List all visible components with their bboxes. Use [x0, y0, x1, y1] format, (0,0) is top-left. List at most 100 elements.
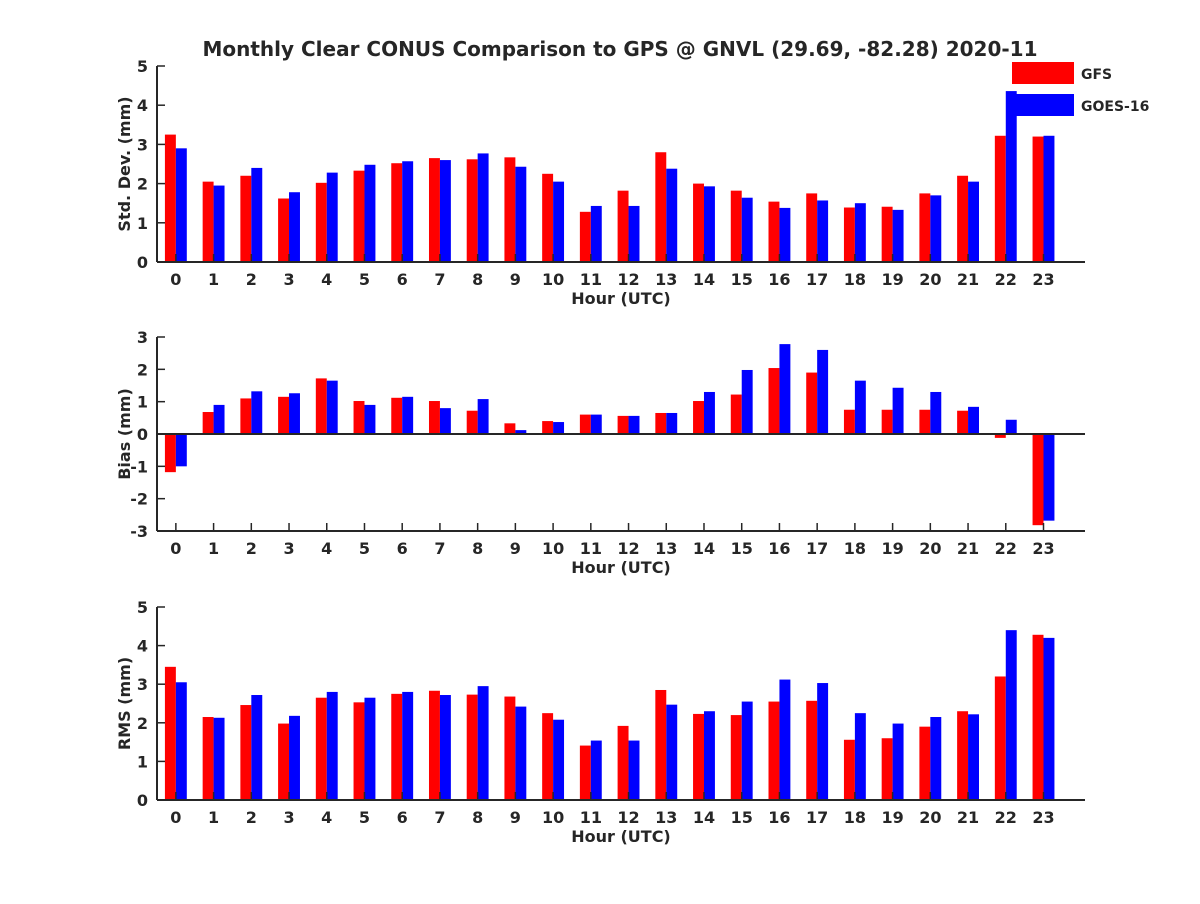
bar-rms-gfs-16	[768, 701, 780, 800]
x-tick-label: 22	[995, 808, 1017, 827]
bar-bias-gfs-5	[353, 401, 365, 434]
x-tick-label: 16	[768, 808, 790, 827]
bar-std-dev-gfs-3	[278, 198, 290, 262]
bar-std-dev-goes16-20	[930, 195, 942, 262]
y-tick-label: 1	[137, 214, 148, 233]
bar-rms-gfs-6	[391, 693, 403, 800]
bar-bias-goes16-4	[326, 380, 338, 434]
chart-title: Monthly Clear CONUS Comparison to GPS @ …	[202, 37, 1037, 61]
bar-bias-goes16-22	[1005, 419, 1017, 434]
bar-rms-goes16-20	[930, 717, 942, 800]
y-tick-label: 0	[137, 791, 148, 810]
bar-std-dev-gfs-17	[806, 193, 818, 262]
x-tick-label: 22	[995, 539, 1017, 558]
bar-std-dev-goes16-4	[326, 172, 338, 262]
bar-bias-gfs-18	[843, 409, 855, 434]
bar-std-dev-goes16-2	[251, 167, 263, 262]
y-axis-label: Std. Dev. (mm)	[115, 96, 134, 231]
x-tick-label: 3	[283, 808, 294, 827]
bar-rms-gfs-8	[466, 694, 478, 800]
x-tick-label: 21	[957, 270, 979, 289]
bar-bias-goes16-9	[515, 430, 527, 434]
legend-swatch-goes16	[1012, 94, 1074, 116]
x-tick-label: 16	[768, 539, 790, 558]
bar-rms-gfs-4	[315, 697, 327, 800]
bar-bias-goes16-16	[779, 344, 791, 434]
bar-std-dev-goes16-0	[175, 148, 187, 262]
bar-bias-gfs-1	[202, 412, 214, 434]
bar-rms-goes16-0	[175, 682, 187, 800]
bar-rms-gfs-14	[693, 713, 704, 800]
bar-std-dev-goes16-21	[968, 181, 979, 262]
bar-bias-goes16-11	[590, 414, 602, 434]
x-tick-label: 18	[844, 539, 866, 558]
x-tick-label: 0	[170, 270, 181, 289]
bar-bias-goes16-10	[553, 422, 565, 434]
bar-rms-goes16-23	[1043, 637, 1055, 800]
bar-bias-goes16-6	[402, 396, 414, 434]
bar-rms-goes16-2	[251, 695, 263, 800]
x-tick-label: 12	[617, 270, 639, 289]
bar-bias-goes16-17	[817, 349, 829, 434]
bar-bias-goes16-21	[968, 406, 979, 434]
bar-std-dev-gfs-16	[768, 201, 780, 262]
bar-std-dev-goes16-14	[703, 186, 715, 262]
x-tick-label: 7	[434, 808, 445, 827]
bar-rms-goes16-11	[590, 740, 602, 800]
chart-legend: GFS GOES-16	[1012, 62, 1149, 116]
x-tick-label: 15	[731, 539, 753, 558]
x-tick-label: 15	[731, 270, 753, 289]
bar-bias-goes16-15	[741, 369, 753, 434]
y-tick-label: 1	[137, 393, 148, 412]
bar-std-dev-gfs-12	[617, 190, 629, 262]
bar-bias-goes16-19	[892, 387, 904, 434]
bar-rms-gfs-19	[881, 738, 893, 800]
x-tick-label: 2	[246, 539, 257, 558]
bar-rms-gfs-5	[353, 702, 365, 800]
bar-bias-gfs-6	[391, 397, 403, 434]
x-tick-label: 7	[434, 270, 445, 289]
bar-bias-gfs-10	[542, 421, 554, 434]
bar-bias-gfs-20	[919, 409, 931, 434]
bar-bias-gfs-2	[240, 398, 252, 434]
bar-std-dev-gfs-8	[466, 159, 478, 262]
bar-rms-gfs-18	[843, 739, 855, 800]
x-tick-label: 17	[806, 808, 828, 827]
x-tick-label: 0	[170, 808, 181, 827]
bar-bias-gfs-23	[1032, 434, 1044, 526]
bar-std-dev-gfs-19	[881, 206, 893, 262]
bar-std-dev-gfs-20	[919, 193, 931, 262]
x-tick-label: 19	[881, 808, 903, 827]
x-tick-label: 23	[1032, 539, 1054, 558]
x-tick-label: 8	[472, 539, 483, 558]
bar-bias-goes16-5	[364, 404, 376, 434]
bar-bias-gfs-17	[806, 372, 818, 434]
bar-std-dev-goes16-16	[779, 207, 791, 262]
x-tick-label: 14	[693, 270, 715, 289]
bar-rms-goes16-5	[364, 697, 376, 800]
bar-rms-goes16-4	[326, 691, 338, 800]
bar-std-dev-gfs-23	[1032, 136, 1044, 262]
bar-rms-goes16-18	[854, 713, 866, 800]
bar-rms-goes16-12	[628, 740, 640, 800]
bar-rms-gfs-0	[164, 666, 176, 800]
bar-bias-gfs-12	[617, 415, 629, 434]
x-tick-label: 21	[957, 808, 979, 827]
x-tick-label: 15	[731, 808, 753, 827]
bar-rms-goes16-14	[703, 711, 715, 800]
bar-bias-goes16-23	[1043, 434, 1055, 521]
x-tick-label: 6	[397, 270, 408, 289]
bar-bias-gfs-7	[428, 401, 440, 434]
x-tick-label: 10	[542, 808, 564, 827]
x-tick-label: 2	[246, 808, 257, 827]
bar-std-dev-goes16-12	[628, 205, 640, 262]
x-tick-label: 4	[321, 539, 332, 558]
bar-rms-goes16-21	[968, 714, 979, 800]
bar-rms-gfs-3	[278, 723, 290, 800]
bar-rms-goes16-19	[892, 723, 904, 800]
legend-label-goes16: GOES-16	[1081, 99, 1149, 115]
x-tick-label: 16	[768, 270, 790, 289]
y-tick-label: 5	[137, 598, 148, 617]
